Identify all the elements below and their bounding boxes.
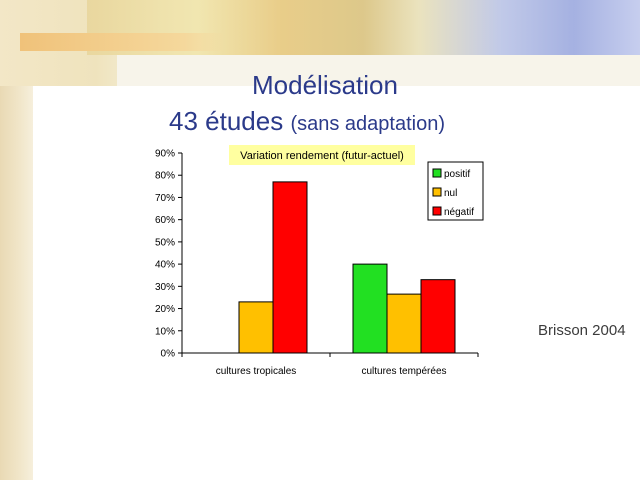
x-axis-labels: cultures tropicales cultures tempérées <box>216 366 447 377</box>
slide-subtitle: 43 études (sans adaptation) <box>169 106 445 137</box>
y-tick-label: 20% <box>155 304 175 315</box>
header-accent-bar <box>20 33 225 51</box>
chart-title-background <box>229 145 415 165</box>
y-axis-ticks: 0% 10% 20% 30% 40% 50% 60% 70% 80% 90% <box>155 149 182 360</box>
bar-positif-1 <box>352 263 388 354</box>
y-tick-label: 50% <box>155 237 175 248</box>
legend-label-positif: positif <box>444 169 470 180</box>
legend-swatch-positif <box>432 168 442 178</box>
y-tick-label: 70% <box>155 193 175 204</box>
bar-négatif-1 <box>420 279 456 354</box>
legend-swatch-nul <box>432 187 442 197</box>
subtitle-main: 43 études <box>169 106 284 136</box>
slide-title: Modélisation <box>252 70 398 100</box>
y-tick-label: 90% <box>155 149 175 160</box>
chart-title-box: Variation rendement (futur-actuel) <box>229 145 415 165</box>
bar-nul-0 <box>238 301 274 354</box>
y-tick-label: 60% <box>155 215 175 226</box>
y-tick-label: 40% <box>155 260 175 271</box>
x-category-label: cultures tempérées <box>361 366 446 377</box>
x-category-label: cultures tropicales <box>216 366 297 377</box>
subtitle-note: (sans adaptation) <box>290 113 445 135</box>
legend: positif nul négatif <box>427 161 484 221</box>
y-tick-label: 10% <box>155 326 175 337</box>
source-citation: Brisson 2004 <box>538 322 626 339</box>
legend-label-négatif: négatif <box>444 207 474 218</box>
y-tick-label: 30% <box>155 282 175 293</box>
bar-nul-1 <box>386 293 422 354</box>
bar-chart: 0% 10% 20% 30% 40% 50% 60% 70% 80% 90% cultures t… <box>155 145 484 377</box>
bars <box>238 181 456 354</box>
bar-négatif-0 <box>272 181 308 354</box>
legend-label-nul: nul <box>444 188 457 199</box>
x-axis-ticks <box>181 353 479 357</box>
y-tick-label: 80% <box>155 171 175 182</box>
y-tick-label: 0% <box>161 349 176 360</box>
title-panel <box>117 55 640 86</box>
legend-swatch-négatif <box>432 206 442 216</box>
chart-title: Variation rendement (futur-actuel) <box>240 150 404 162</box>
